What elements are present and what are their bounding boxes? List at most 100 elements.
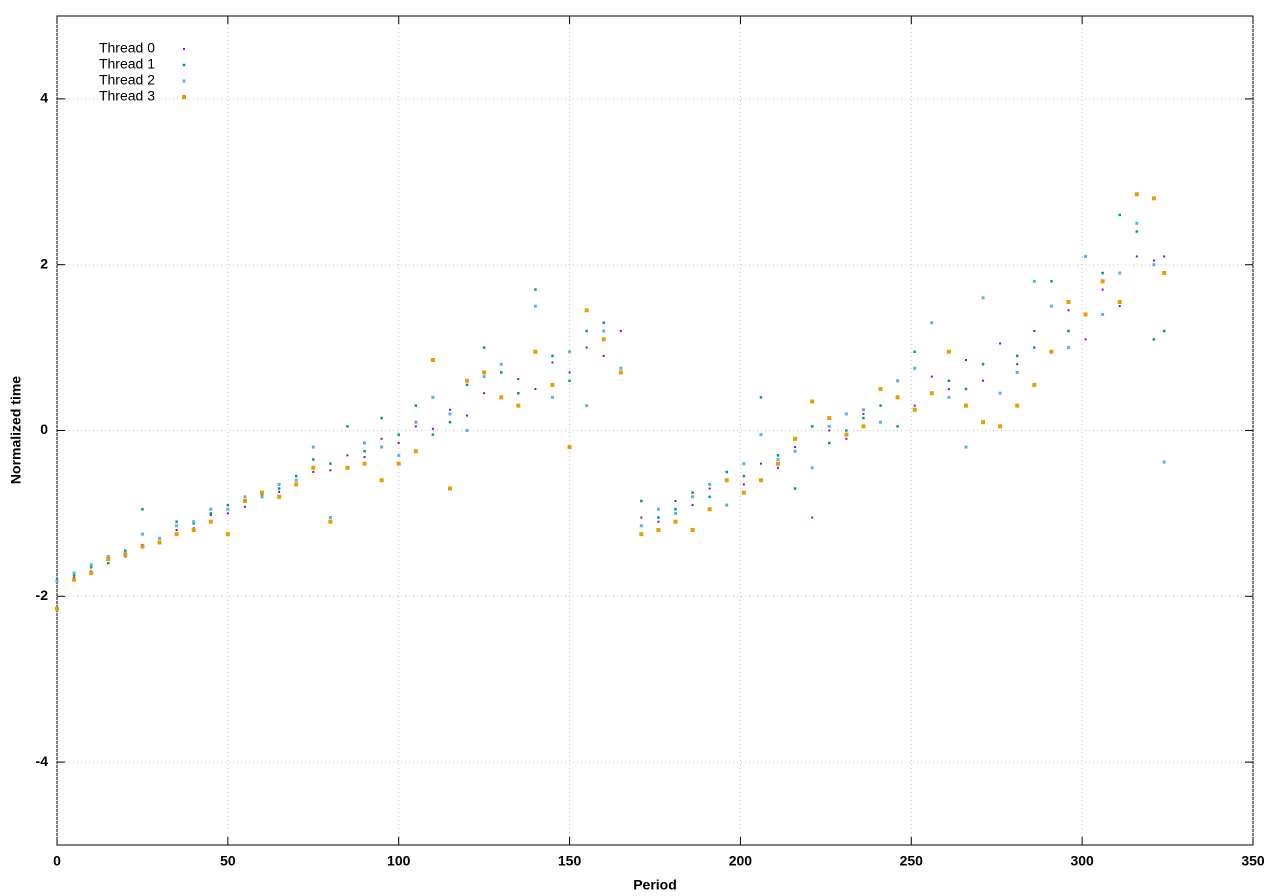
data-point (657, 520, 660, 523)
x-tick-label: 300 (1070, 853, 1094, 869)
data-point (1100, 279, 1105, 284)
data-point (673, 519, 678, 524)
data-point (242, 498, 247, 503)
data-point (107, 561, 110, 565)
data-point (585, 329, 588, 333)
data-point (1117, 300, 1122, 305)
data-point (585, 346, 588, 349)
data-point (499, 371, 503, 374)
data-point (946, 349, 951, 354)
data-point (124, 549, 127, 552)
data-point (346, 425, 349, 428)
data-point (964, 387, 968, 391)
data-point (380, 445, 384, 449)
data-point (1163, 255, 1166, 258)
data-point (55, 578, 59, 581)
data-point (827, 424, 831, 428)
data-point (499, 362, 503, 366)
data-point (1101, 288, 1104, 291)
data-point (640, 516, 643, 519)
data-point (1118, 213, 1121, 217)
data-point (192, 522, 195, 525)
data-point (345, 465, 350, 470)
data-point (533, 349, 538, 354)
data-point (947, 379, 951, 383)
data-point (656, 507, 660, 511)
data-point (776, 454, 780, 457)
data-point (879, 420, 883, 424)
data-point (397, 441, 400, 444)
data-point (742, 474, 746, 478)
data-point (175, 524, 179, 528)
data-point (346, 454, 349, 457)
data-point (1067, 309, 1070, 312)
data-point (674, 499, 677, 502)
data-point (794, 446, 797, 449)
data-point (828, 441, 831, 445)
data-point (260, 493, 264, 497)
data-point (913, 404, 916, 407)
data-point (793, 487, 797, 490)
data-point (1049, 349, 1054, 354)
data-point (947, 388, 950, 391)
data-point (568, 379, 571, 383)
data-point (209, 507, 213, 511)
data-point (619, 330, 622, 333)
x-axis-label: Period (633, 877, 677, 893)
data-point (414, 404, 418, 407)
data-point (466, 414, 469, 417)
data-point (708, 482, 712, 486)
data-point (158, 536, 162, 540)
data-point (89, 563, 93, 567)
data-point (482, 370, 487, 375)
data-point (1151, 196, 1156, 201)
data-point (517, 378, 520, 381)
y-axis-label: Normalized time (8, 376, 24, 484)
data-point (175, 520, 178, 523)
data-point (1015, 403, 1020, 408)
data-point (413, 449, 418, 454)
x-tick-label: 0 (53, 853, 61, 869)
data-point (1049, 304, 1053, 308)
data-point (947, 395, 951, 399)
data-point (448, 420, 452, 424)
data-point (585, 404, 589, 408)
data-point (1135, 230, 1139, 233)
data-point (1101, 312, 1105, 316)
data-point (482, 346, 486, 349)
y-tick-label: 0 (40, 421, 48, 437)
data-point (963, 403, 968, 408)
y-tick-label: -2 (36, 587, 49, 603)
data-point (1162, 270, 1167, 275)
data-point (516, 403, 521, 408)
data-point (639, 532, 644, 537)
data-point (758, 478, 763, 483)
data-point (550, 382, 555, 387)
data-point (930, 321, 934, 325)
data-point (328, 519, 333, 524)
data-point (312, 470, 315, 473)
legend-label: Thread 3 (99, 88, 155, 104)
data-point (879, 404, 882, 407)
data-point (294, 482, 299, 487)
data-point (448, 408, 451, 411)
data-point (551, 361, 554, 364)
legend-label: Thread 2 (99, 72, 155, 88)
data-point (1033, 346, 1036, 349)
data-point (396, 461, 401, 466)
data-point (674, 511, 678, 515)
data-point (777, 466, 780, 469)
data-point (1162, 460, 1166, 464)
data-point (1162, 329, 1166, 333)
data-point (499, 395, 504, 400)
data-point (72, 571, 76, 575)
data-point (329, 462, 332, 465)
data-point (72, 577, 77, 582)
data-point (534, 288, 537, 291)
data-point (725, 503, 729, 507)
y-tick-label: 4 (40, 90, 48, 106)
data-point (810, 399, 815, 404)
data-point (243, 495, 247, 499)
data-point (226, 507, 230, 511)
data-point (277, 494, 282, 499)
